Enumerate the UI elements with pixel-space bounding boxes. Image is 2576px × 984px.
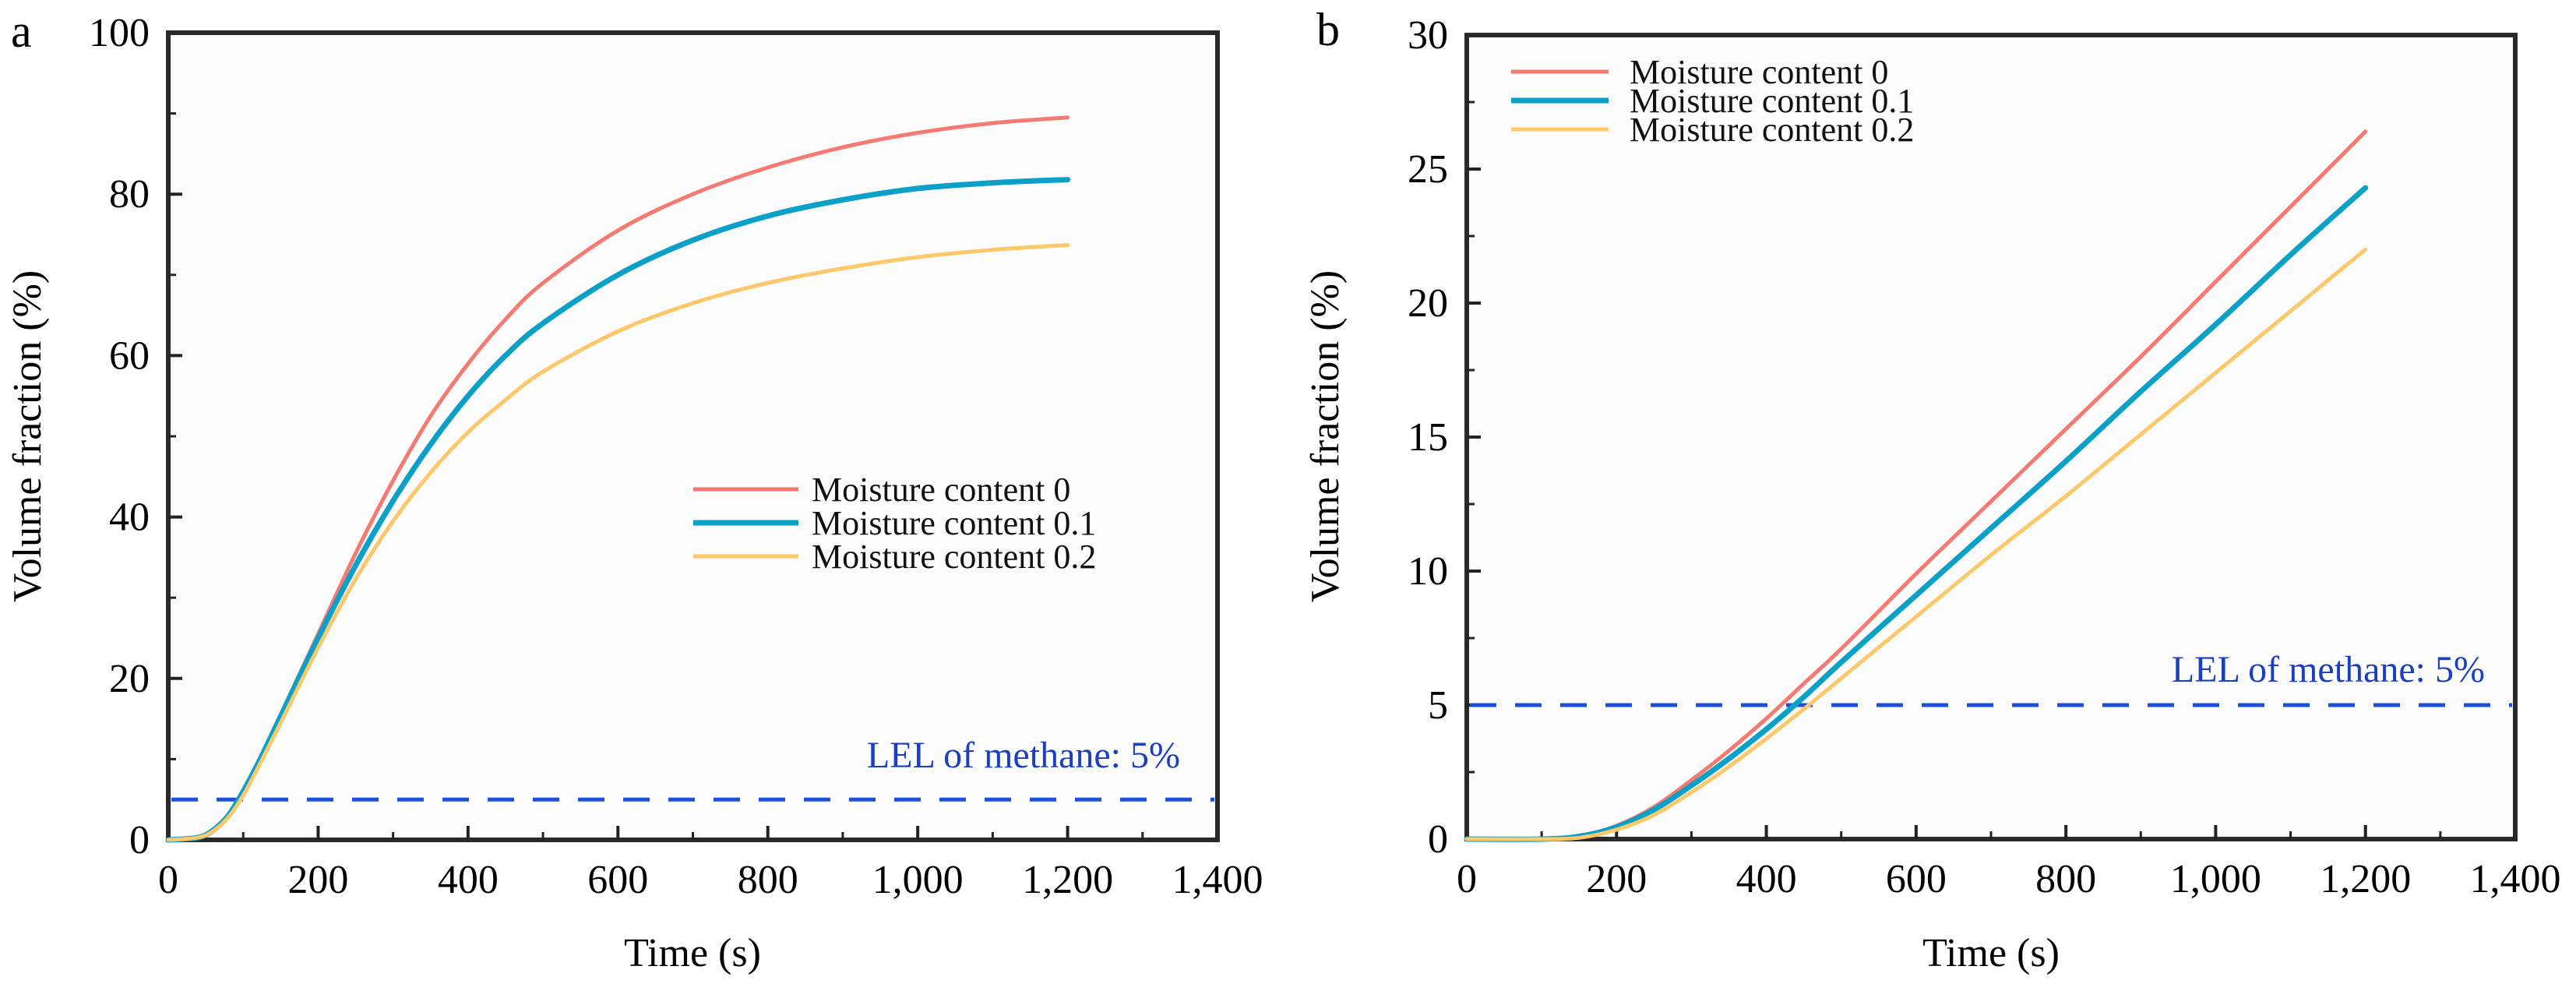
x-tick-label: 200 (1586, 857, 1647, 901)
y-tick-label: 0 (129, 818, 150, 862)
x-tick-label: 1,200 (2320, 857, 2411, 901)
y-tick-label: 30 (1408, 13, 1448, 58)
panel-b-x-ticks: 0 200 400 600 800 1,000 1,200 1,400 (1457, 825, 2561, 901)
panel-b-x-axis-title: Time (s) (1922, 931, 2060, 975)
series-line-2 (166, 243, 1070, 842)
x-tick-label: 600 (587, 858, 648, 902)
legend-label-2: Moisture content 0.2 (812, 538, 1096, 576)
x-tick-label: 800 (738, 858, 798, 902)
panel-b-y-ticks: 0 5 10 15 20 25 30 (1408, 13, 1481, 862)
y-tick-label: 15 (1408, 415, 1448, 460)
panel-a-y-ticks: 0 20 40 60 80 100 (89, 11, 182, 862)
x-tick-label: 1,400 (1172, 858, 1263, 902)
legend-label-0: Moisture content 0 (812, 471, 1070, 509)
y-tick-label: 20 (109, 657, 150, 701)
x-tick-label: 400 (1736, 857, 1797, 901)
lel-label: LEL of methane: 5% (2172, 649, 2485, 690)
series-line-2 (1464, 247, 2368, 841)
x-tick-label: 1,000 (872, 858, 964, 902)
panel-a-annotations: LEL of methane: 5% (171, 735, 1214, 802)
x-tick-label: 0 (1457, 857, 1477, 901)
legend-label-2: Moisture content 0.2 (1630, 111, 1914, 149)
x-tick-label: 200 (287, 858, 348, 902)
x-tick-label: 400 (438, 858, 499, 902)
y-tick-label: 10 (1408, 549, 1448, 594)
panel-a-letter: a (11, 5, 32, 57)
x-tick-label: 1,000 (2170, 857, 2261, 901)
series-line-1 (165, 177, 1071, 843)
panel-b-letter: b (1316, 4, 1340, 55)
panel-a: a 0 20 40 60 80 100 0 200 400 600 800 1,000 1,200 1,… (5, 5, 1263, 975)
legend-label-1: Moisture content 0.1 (1630, 82, 1914, 120)
legend-label-0: Moisture content 0 (1630, 53, 1888, 91)
x-tick-label: 1,400 (2470, 857, 2561, 901)
panel-b-annotations: LEL of methane: 5% (1470, 649, 2512, 707)
x-tick-label: 1,200 (1022, 858, 1113, 902)
y-tick-label: 80 (109, 172, 150, 217)
panel-a-x-axis-title: Time (s) (624, 931, 761, 975)
panel-a-series (165, 115, 1071, 843)
legend-label-1: Moisture content 0.1 (812, 504, 1096, 542)
panel-a-x-ticks: 0 200 400 600 800 1,000 1,200 1,400 (158, 826, 1263, 902)
x-tick-label: 0 (158, 858, 178, 902)
panel-b-y-axis-title: Volume fraction (%) (1303, 270, 1348, 602)
y-tick-label: 60 (109, 333, 150, 378)
y-tick-label: 25 (1408, 147, 1448, 192)
x-tick-label: 800 (2035, 857, 2096, 901)
y-tick-label: 100 (89, 11, 150, 55)
series-line-1 (1464, 185, 2369, 842)
lel-label: LEL of methane: 5% (867, 735, 1180, 776)
y-tick-label: 5 (1428, 683, 1448, 728)
panel-b-plot-area (1464, 33, 2518, 841)
panel-a-plot-area (166, 30, 1220, 842)
y-tick-label: 20 (1408, 281, 1448, 326)
panel-a-y-axis-title: Volume fraction (%) (5, 270, 50, 602)
panel-b: b 0 5 10 15 20 25 30 0 200 400 600 800 1,000 1,200 1,… (1303, 4, 2561, 975)
y-tick-label: 0 (1428, 817, 1448, 862)
y-tick-label: 40 (109, 496, 150, 540)
x-tick-label: 600 (1886, 857, 1947, 901)
panel-b-series (1464, 129, 2369, 842)
